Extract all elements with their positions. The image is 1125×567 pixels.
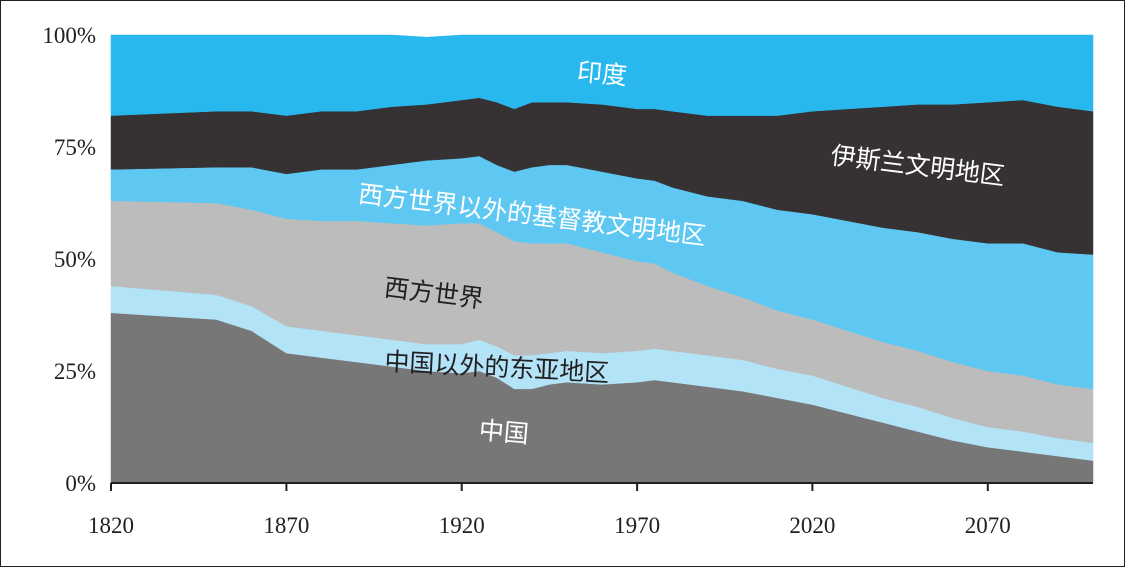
x-tick-label-2020: 2020 bbox=[789, 513, 835, 538]
area-layer bbox=[110, 34, 1094, 484]
x-tick-label-2070: 2070 bbox=[965, 513, 1011, 538]
x-tick-label-1870: 1870 bbox=[263, 513, 309, 538]
series-label-0: 中国 bbox=[478, 416, 530, 449]
x-tick-label-1920: 1920 bbox=[439, 513, 485, 538]
y-tick-label-50: 50% bbox=[54, 247, 96, 272]
y-tick-label-100: 100% bbox=[42, 23, 96, 48]
y-tick-label-25: 25% bbox=[54, 359, 96, 384]
x-tick-label-1820: 1820 bbox=[88, 513, 134, 538]
tick-layer: 1820 1870 1920 1970 2020 2070 0% 25% 50% 75% 100% bbox=[42, 23, 1010, 538]
area-series-5 bbox=[110, 34, 1094, 116]
x-tick-label-1970: 1970 bbox=[614, 513, 660, 538]
series-label-5: 印度 bbox=[576, 57, 628, 90]
y-tick-label-0: 0% bbox=[65, 471, 96, 496]
y-tick-label-75: 75% bbox=[54, 135, 96, 160]
